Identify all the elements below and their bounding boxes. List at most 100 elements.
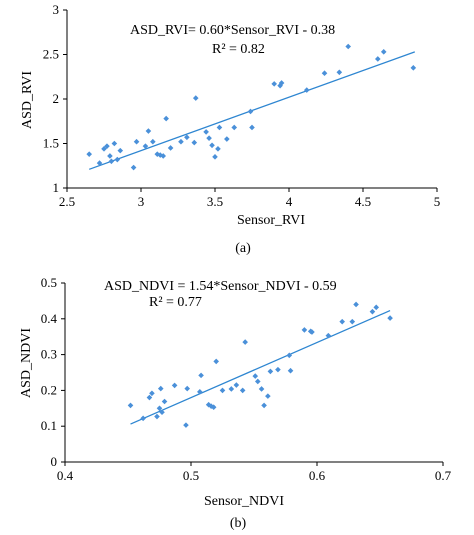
chart-b-data-point — [210, 404, 217, 411]
chart-a-data-point — [206, 135, 212, 141]
chart-b-y-axis-title: ASD_NDVI — [19, 328, 34, 398]
chart-a-data-point — [96, 160, 103, 166]
chart-b-data-point — [325, 332, 332, 339]
chart-b-y-tick-label: 0.1 — [41, 418, 57, 433]
chart-a-y-tick-label: 2.5 — [43, 47, 59, 62]
chart-b-data-point — [161, 398, 168, 405]
chart-b-data-point — [265, 393, 271, 399]
chart-b-y-tick-label: 0.3 — [41, 347, 57, 362]
chart-b-data-point — [149, 390, 155, 397]
chart-a-data-point — [224, 136, 230, 142]
chart-a-data-point — [107, 153, 113, 159]
chart-b-data-point — [205, 401, 212, 408]
chart-b-data-point — [233, 382, 240, 388]
chart-a-data-point — [104, 143, 110, 149]
chart-a-y-axis-title: ASD_RVI — [20, 71, 35, 129]
chart-b-y-tick-label: 0.4 — [41, 311, 58, 326]
chart-a-y-tick-label: 3 — [53, 2, 60, 17]
chart-b-data-point — [339, 318, 345, 325]
chart-b-data-point — [146, 394, 153, 401]
chart-a-data-point — [130, 164, 137, 171]
chart-a-data-point — [160, 153, 166, 159]
chart-b-data-point — [252, 373, 259, 379]
chart-b: ASD_NDVI = 1.54*Sensor_NDVI - 0.59 R² = … — [19, 275, 452, 531]
chart-b-y-tick-label: 0.2 — [41, 382, 57, 397]
chart-b-data-point — [309, 329, 315, 335]
chart-b-data-point — [239, 387, 246, 394]
chart-b-r-squared: R² = 0.77 — [149, 295, 202, 310]
chart-b-data-point — [258, 386, 265, 392]
chart-b-y-tick-label: 0 — [51, 454, 58, 469]
chart-b-panel-label: (b) — [230, 516, 247, 531]
chart-b-data-point — [197, 389, 203, 395]
chart-b-data-point — [198, 372, 204, 379]
chart-b-data-point — [387, 315, 393, 321]
chart-a-data-point — [192, 95, 199, 101]
chart-b-trendline — [130, 309, 391, 425]
chart-a-r-squared: R² = 0.82 — [212, 42, 265, 57]
chart-b-y-tick-label: 0.5 — [41, 275, 57, 290]
chart-a-data-point — [108, 158, 115, 165]
chart-b-data-point — [267, 368, 274, 375]
chart-a-x-tick-label: 3 — [138, 194, 145, 209]
chart-a-data-point — [278, 80, 285, 86]
chart-a-data-point — [150, 138, 156, 145]
chart-b-x-axis-title: Sensor_NDVI — [204, 494, 284, 509]
chart-a-data-point — [191, 139, 198, 146]
chart-a-data-point — [216, 124, 223, 131]
chart-a-data-point — [215, 146, 221, 152]
chart-b-data-point — [287, 367, 294, 374]
chart-b-data-point — [184, 385, 191, 392]
chart-a-data-point — [145, 128, 152, 134]
chart-b-data-point — [213, 358, 219, 365]
chart-a-data-point — [271, 81, 277, 87]
chart-a-y-tick-label: 1.5 — [43, 136, 59, 151]
chart-a-data-point — [117, 147, 124, 154]
chart-b-data-point — [353, 301, 359, 308]
chart-b-data-point — [275, 366, 281, 373]
chart-a-data-point — [163, 115, 169, 122]
chart-a-data-point — [249, 124, 255, 131]
chart-b-equation: ASD_NDVI = 1.54*Sensor_NDVI - 0.59 — [104, 279, 337, 294]
chart-a-data-point — [345, 43, 351, 50]
chart-a-data-point — [209, 142, 215, 149]
chart-a-x-tick-label: 3.5 — [207, 194, 223, 209]
chart-a-data-point — [410, 65, 417, 71]
chart-b-data-point — [157, 385, 164, 392]
chart-a-data-point — [277, 82, 283, 89]
chart-b-data-point — [159, 409, 165, 416]
chart-a-data-point — [212, 154, 218, 160]
chart-b-data-point — [373, 304, 380, 311]
chart-a-y-tick-label: 1 — [53, 180, 60, 195]
chart-a-data-point — [101, 146, 107, 152]
chart-b-data-point — [301, 327, 308, 333]
chart-a-data-point — [231, 124, 238, 131]
chart-a-x-tick-label: 5 — [434, 194, 441, 209]
chart-a-data-point — [247, 108, 254, 115]
chart-a-data-point — [111, 140, 118, 147]
chart-b-data-point — [261, 402, 267, 409]
chart-b-data-point — [242, 339, 248, 345]
chart-b-data-point — [349, 318, 356, 325]
chart-a-data-point — [184, 134, 190, 141]
chart-a-x-tick-label: 4.5 — [355, 194, 371, 209]
chart-a-data-point — [133, 138, 140, 145]
chart-b-data-point — [127, 402, 134, 409]
chart-b-data-point — [156, 405, 163, 412]
chart-b-data-point — [154, 413, 160, 420]
chart-b-x-tick-label: 0.5 — [183, 468, 199, 483]
chart-a-x-tick-label: 2.5 — [59, 194, 75, 209]
chart-a-data-point — [142, 143, 149, 149]
chart-a-panel-label: (a) — [235, 241, 251, 256]
chart-b-data-point — [171, 382, 178, 389]
chart-a-data-point — [336, 69, 343, 76]
chart-a: ASD_RVI= 0.60*Sensor_RVI - 0.38 R² = 0.8… — [20, 2, 440, 256]
chart-b-data-point — [369, 308, 376, 315]
chart-a-x-axis-title: Sensor_RVI — [237, 213, 305, 228]
chart-b-x-tick-label: 0.4 — [57, 468, 74, 483]
chart-a-data-point — [86, 151, 92, 157]
chart-b-data-point — [228, 386, 235, 392]
chart-a-data-point — [303, 87, 310, 93]
chart-b-data-point — [286, 352, 293, 359]
